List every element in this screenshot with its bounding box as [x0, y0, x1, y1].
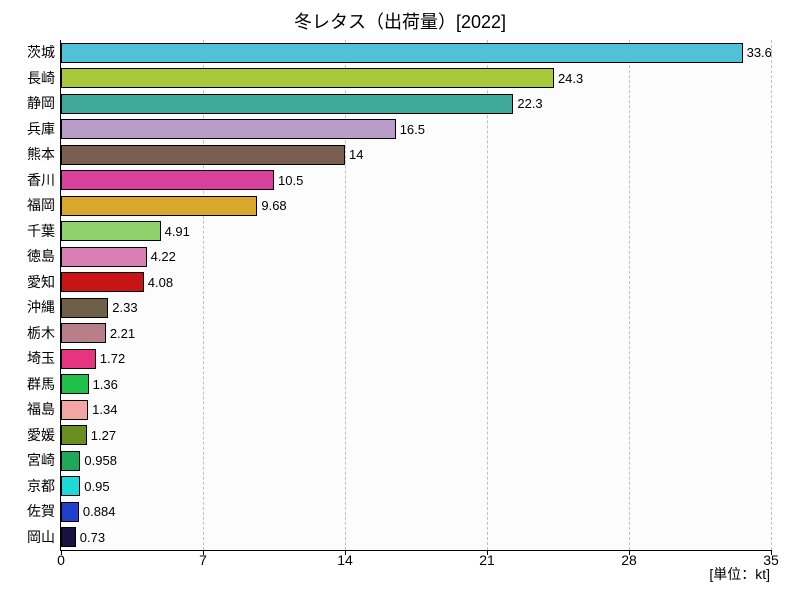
bar-value-label: 1.72 [100, 346, 125, 372]
bar [61, 196, 257, 216]
bar-row: 福島1.34 [61, 397, 771, 423]
bar [61, 119, 396, 139]
bar-value-label: 1.34 [92, 397, 117, 423]
y-axis-label: 熊本 [5, 142, 55, 168]
y-axis-label: 愛知 [5, 270, 55, 296]
bar [61, 400, 88, 420]
bar-row: 福岡9.68 [61, 193, 771, 219]
bar-row: 群馬1.36 [61, 372, 771, 398]
bar [61, 94, 513, 114]
bar-value-label: 0.884 [83, 499, 116, 525]
bar-value-label: 2.21 [110, 321, 135, 347]
bar-row: 宮崎0.958 [61, 448, 771, 474]
chart-title: 冬レタス（出荷量）[2022] [0, 0, 800, 38]
chart-container: 冬レタス（出荷量）[2022] 0714212835茨城33.6長崎24.3静岡… [0, 0, 800, 600]
y-axis-label: 愛媛 [5, 423, 55, 449]
y-axis-label: 栃木 [5, 321, 55, 347]
bar-value-label: 4.22 [151, 244, 176, 270]
bar-value-label: 0.958 [84, 448, 117, 474]
bar-value-label: 22.3 [517, 91, 542, 117]
bar-row: 愛知4.08 [61, 270, 771, 296]
bar-row: 徳島4.22 [61, 244, 771, 270]
bar [61, 145, 345, 165]
bar-row: 千葉4.91 [61, 219, 771, 245]
y-axis-label: 徳島 [5, 244, 55, 270]
y-axis-label: 兵庫 [5, 117, 55, 143]
bar-row: 静岡22.3 [61, 91, 771, 117]
bar-row: 佐賀0.884 [61, 499, 771, 525]
bar-value-label: 0.95 [84, 474, 109, 500]
bar-value-label: 2.33 [112, 295, 137, 321]
bar-value-label: 4.08 [148, 270, 173, 296]
bar-value-label: 24.3 [558, 66, 583, 92]
bar-value-label: 9.68 [261, 193, 286, 219]
bar [61, 43, 743, 63]
y-axis-label: 埼玉 [5, 346, 55, 372]
y-axis-label: 香川 [5, 168, 55, 194]
bar [61, 425, 87, 445]
x-tick-label: 0 [57, 552, 65, 568]
bar-row: 岡山0.73 [61, 525, 771, 551]
bar-row: 沖縄2.33 [61, 295, 771, 321]
bar [61, 349, 96, 369]
bar-value-label: 33.6 [747, 40, 772, 66]
bar [61, 298, 108, 318]
bar-row: 長崎24.3 [61, 66, 771, 92]
bar-value-label: 10.5 [278, 168, 303, 194]
bar [61, 527, 76, 547]
bar-value-label: 16.5 [400, 117, 425, 143]
x-tick-label: 28 [621, 552, 637, 568]
bar [61, 502, 79, 522]
bar [61, 323, 106, 343]
bar-row: 栃木2.21 [61, 321, 771, 347]
bar-value-label: 0.73 [80, 525, 105, 551]
bar-value-label: 14 [349, 142, 363, 168]
bar [61, 476, 80, 496]
y-axis-label: 沖縄 [5, 295, 55, 321]
x-tick-label: 21 [479, 552, 495, 568]
y-axis-label: 宮崎 [5, 448, 55, 474]
y-axis-label: 茨城 [5, 40, 55, 66]
y-axis-label: 千葉 [5, 219, 55, 245]
y-axis-label: 佐賀 [5, 499, 55, 525]
bar-value-label: 1.27 [91, 423, 116, 449]
bar-row: 茨城33.6 [61, 40, 771, 66]
bar [61, 68, 554, 88]
y-axis-label: 静岡 [5, 91, 55, 117]
bar [61, 170, 274, 190]
bar [61, 272, 144, 292]
x-tick-label: 14 [337, 552, 353, 568]
bar [61, 451, 80, 471]
y-axis-label: 長崎 [5, 66, 55, 92]
y-axis-label: 岡山 [5, 525, 55, 551]
y-axis-label: 京都 [5, 474, 55, 500]
y-axis-label: 群馬 [5, 372, 55, 398]
bar-value-label: 4.91 [165, 219, 190, 245]
x-tick-label: 7 [199, 552, 207, 568]
bar-row: 香川10.5 [61, 168, 771, 194]
bar-row: 愛媛1.27 [61, 423, 771, 449]
bar-row: 熊本14 [61, 142, 771, 168]
bar [61, 221, 161, 241]
bar-row: 埼玉1.72 [61, 346, 771, 372]
bar [61, 247, 147, 267]
plot-area: 0714212835茨城33.6長崎24.3静岡22.3兵庫16.5熊本14香川… [60, 40, 771, 551]
bar-value-label: 1.36 [93, 372, 118, 398]
y-axis-label: 福岡 [5, 193, 55, 219]
gridline [771, 40, 772, 550]
bar [61, 374, 89, 394]
y-axis-label: 福島 [5, 397, 55, 423]
bar-row: 京都0.95 [61, 474, 771, 500]
bar-row: 兵庫16.5 [61, 117, 771, 143]
unit-label: [単位：kt] [709, 564, 770, 584]
